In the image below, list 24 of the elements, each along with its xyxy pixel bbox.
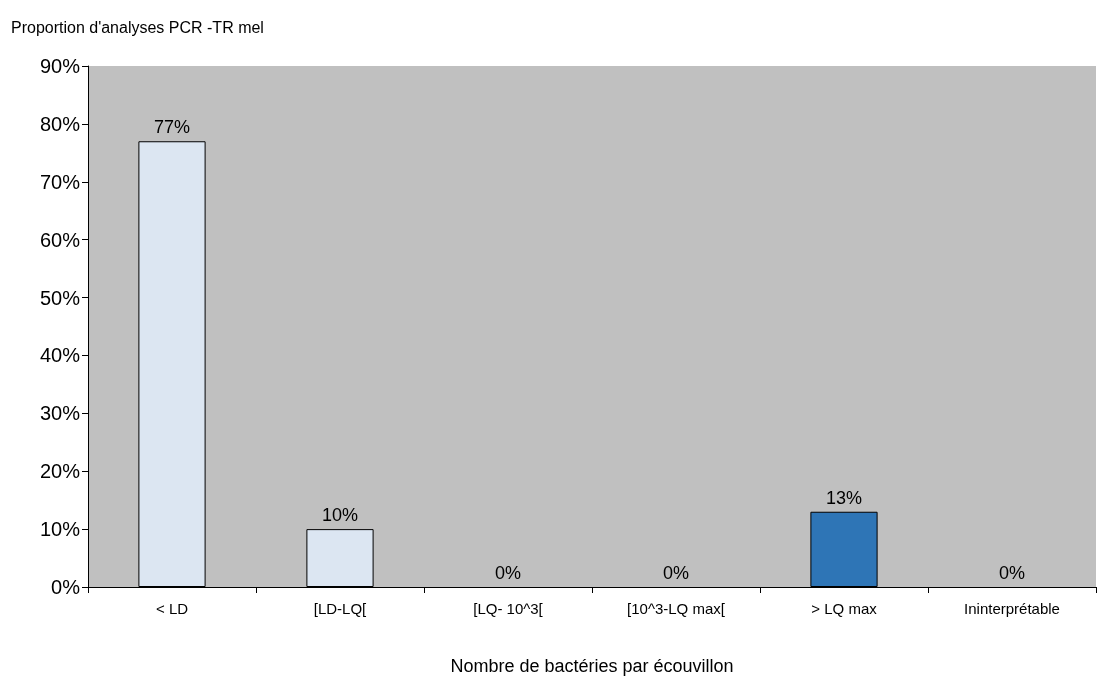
data-label: 13% [825, 487, 863, 508]
y-tick-label: 20% [39, 460, 81, 483]
y-tick-label: 30% [39, 402, 81, 425]
x-tick-label: [LQ- 10^3[ [473, 600, 544, 617]
data-label: 0% [494, 563, 522, 583]
y-tick-label: 50% [39, 286, 81, 309]
y-tick-label: 40% [39, 344, 81, 367]
x-tick-label: [LD-LQ[ [313, 600, 368, 617]
data-label: 77% [153, 117, 191, 138]
x-tick-label: < LD [155, 600, 189, 617]
y-tick-label: 80% [39, 112, 81, 135]
x-axis-title: Nombre de bactéries par écouvillon [450, 656, 734, 676]
x-tick-label: [10^3-LQ max[ [627, 600, 726, 617]
x-tick-label: > LQ max [811, 600, 878, 617]
y-tick-label: 60% [39, 228, 81, 251]
y-axis-title: Proportion d'analyses PCR -TR mel [11, 18, 264, 36]
y-tick-label: 70% [39, 170, 81, 193]
x-tick-label: Ininterprétable [964, 600, 1060, 617]
data-label: 0% [998, 563, 1026, 583]
y-tick-label: 10% [39, 518, 81, 541]
data-label: 0% [662, 563, 690, 583]
y-tick-label: 90% [39, 55, 81, 77]
y-tick-label: 0% [51, 576, 81, 598]
data-label: 10% [321, 505, 359, 526]
